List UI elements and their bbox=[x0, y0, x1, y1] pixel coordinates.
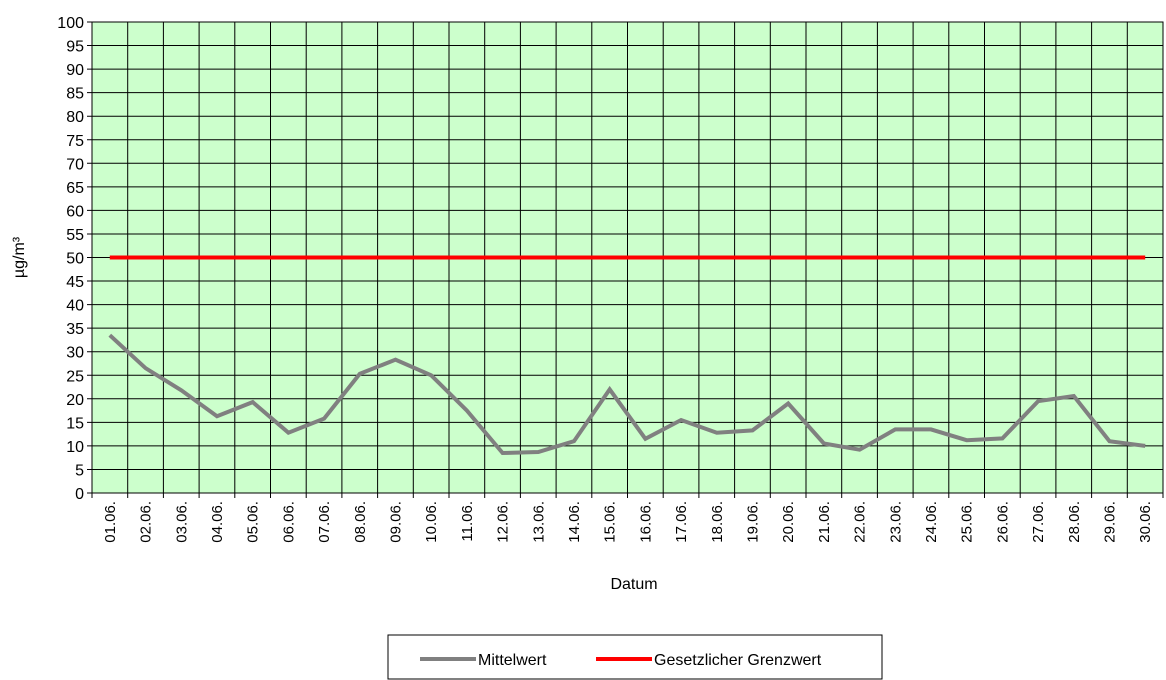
y-tick-label: 20 bbox=[66, 392, 84, 409]
y-tick-label: 45 bbox=[66, 274, 84, 291]
y-tick-label: 30 bbox=[66, 345, 84, 362]
x-axis-ticks: 01.06. 02.06. 03.06. 04.06. 05.06. 06.06. 07.0… bbox=[102, 501, 1154, 543]
legend-label: Mittelwert bbox=[478, 652, 547, 669]
x-tick-label: 09.06. bbox=[387, 501, 404, 543]
series-lines bbox=[108, 255, 1146, 456]
x-tick-label: 18.06. bbox=[709, 501, 726, 543]
x-tick-label: 08.06. bbox=[352, 501, 369, 543]
y-tick-label: 100 bbox=[57, 15, 84, 32]
x-tick-label: 23.06. bbox=[887, 501, 904, 543]
x-tick-label: 28.06. bbox=[1066, 501, 1083, 543]
x-tick-label: 07.06. bbox=[316, 501, 333, 543]
legend-label: Gesetzlicher Grenzwert bbox=[654, 652, 822, 669]
y-tick-label: 5 bbox=[75, 462, 84, 479]
y-tick-label: 60 bbox=[66, 203, 84, 220]
y-tick-label: 85 bbox=[66, 86, 84, 103]
y-tick-label: 10 bbox=[66, 439, 84, 456]
y-tick-label: 95 bbox=[66, 39, 84, 56]
x-axis-label: Datum bbox=[610, 576, 657, 593]
y-tick-label: 70 bbox=[66, 156, 84, 173]
x-tick-label: 27.06. bbox=[1030, 501, 1047, 543]
x-tick-label: 30.06. bbox=[1137, 501, 1154, 543]
y-tick-label: 80 bbox=[66, 109, 84, 126]
y-tick-label: 35 bbox=[66, 321, 84, 338]
y-tick-label: 75 bbox=[66, 133, 84, 150]
x-tick-label: 29.06. bbox=[1101, 501, 1118, 543]
y-axis-ticks: 0 5 10 15 20 25 30 35 40 45 50 55 60 65 70 75 80 85 90 95 10… bbox=[57, 15, 84, 503]
y-tick-label: 55 bbox=[66, 227, 84, 244]
x-tick-label: 15.06. bbox=[602, 501, 619, 543]
y-axis-label: µg/m³ bbox=[11, 236, 28, 278]
y-tick-label: 65 bbox=[66, 180, 84, 197]
legend: Mittelwert Gesetzlicher Grenzwert bbox=[387, 634, 883, 680]
x-tick-label: 11.06. bbox=[459, 501, 476, 542]
x-tick-label: 20.06. bbox=[780, 501, 797, 543]
x-tick-label: 25.06. bbox=[959, 501, 976, 543]
x-tick-label: 03.06. bbox=[173, 501, 190, 543]
x-tick-label: 06.06. bbox=[280, 501, 297, 543]
x-tick-label: 05.06. bbox=[245, 501, 262, 543]
x-tick-label: 02.06. bbox=[138, 501, 155, 543]
y-tick-label: 50 bbox=[66, 251, 84, 268]
x-tick-label: 21.06. bbox=[816, 501, 833, 543]
y-tick-label: 15 bbox=[66, 415, 84, 432]
y-tick-label: 0 bbox=[75, 486, 84, 503]
y-tick-label: 90 bbox=[66, 62, 84, 79]
series-line-mittelwert bbox=[108, 333, 1146, 456]
x-tick-label: 17.06. bbox=[673, 501, 690, 543]
x-tick-label: 16.06. bbox=[637, 501, 654, 543]
x-tick-label: 26.06. bbox=[994, 501, 1011, 543]
y-tick-label: 40 bbox=[66, 298, 84, 315]
x-tick-label: 13.06. bbox=[530, 501, 547, 543]
x-tick-label: 22.06. bbox=[852, 501, 869, 543]
x-tick-label: 12.06. bbox=[495, 501, 512, 543]
x-tick-label: 01.06. bbox=[102, 501, 119, 543]
x-tick-label: 24.06. bbox=[923, 501, 940, 543]
y-tick-label: 25 bbox=[66, 368, 84, 385]
x-tick-label: 04.06. bbox=[209, 501, 226, 543]
x-tick-label: 19.06. bbox=[744, 501, 761, 543]
plot-border bbox=[91, 21, 1164, 494]
x-tick-label: 14.06. bbox=[566, 501, 583, 543]
x-tick-label: 10.06. bbox=[423, 501, 440, 543]
